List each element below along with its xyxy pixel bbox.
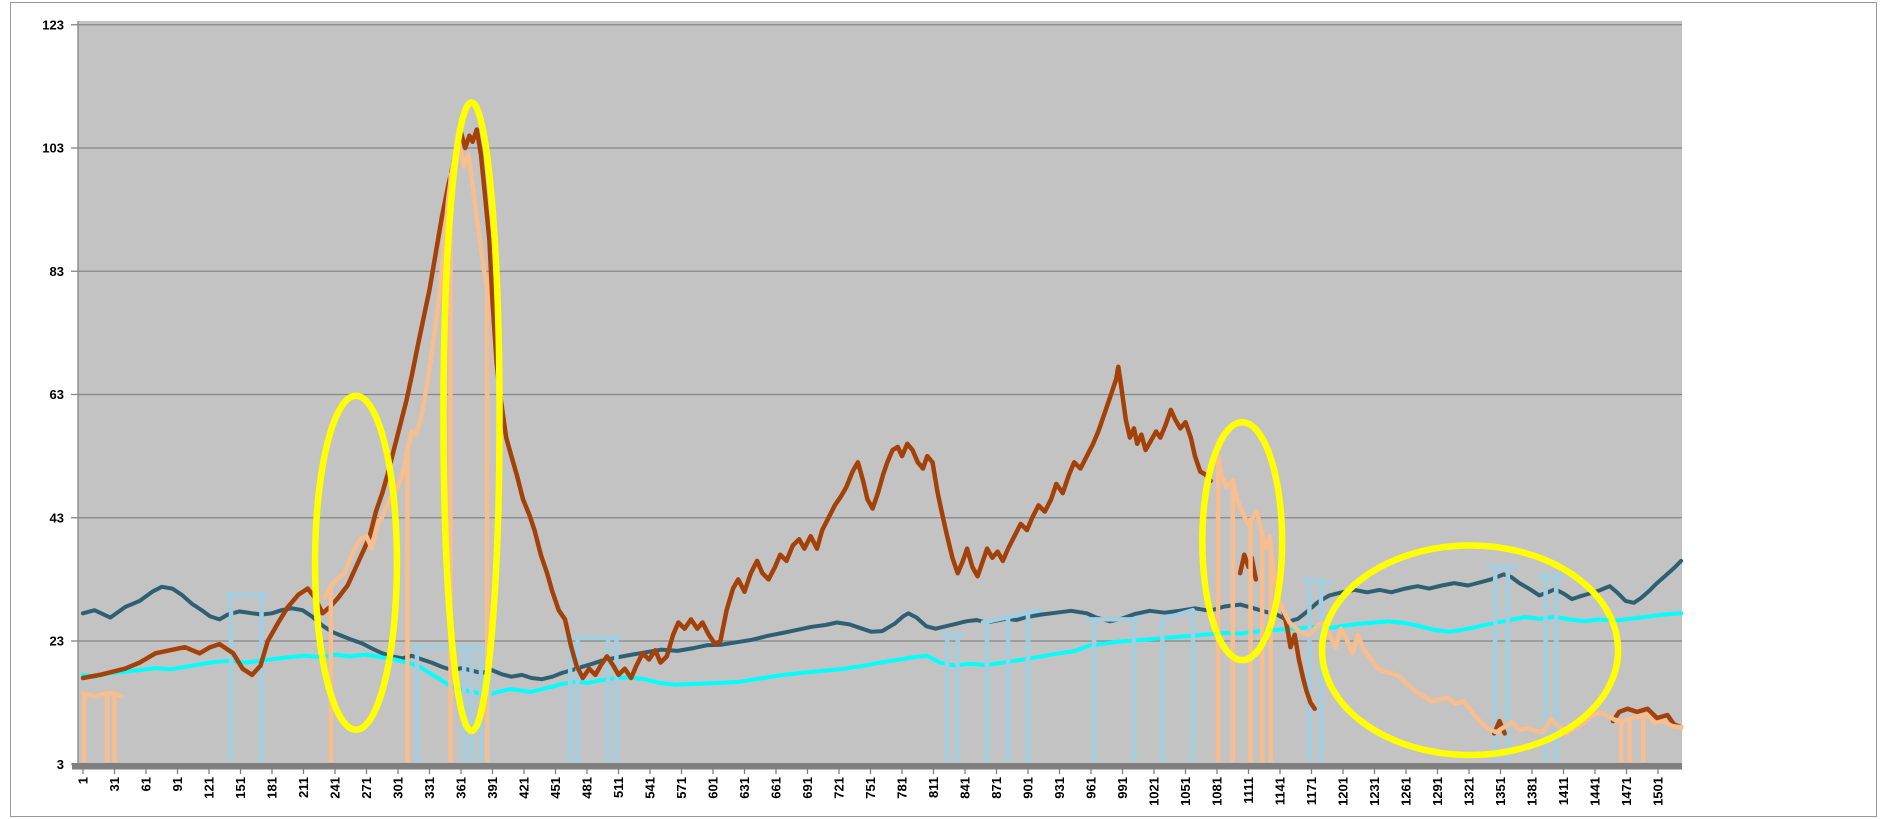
x-tick-label-121: 121 — [202, 777, 217, 799]
x-tick-label-271: 271 — [359, 777, 374, 799]
x-tick-label-1441: 1441 — [1588, 777, 1603, 806]
x-tick-label-1231: 1231 — [1367, 777, 1382, 806]
x-tick-label-871: 871 — [989, 777, 1004, 799]
x-tick-label-331: 331 — [422, 777, 437, 799]
x-tick-label-1111: 1111 — [1241, 777, 1256, 804]
x-tick-label-1351: 1351 — [1493, 777, 1508, 806]
x-tick-label-1291: 1291 — [1430, 777, 1445, 806]
annotation-ellipse-4 — [1318, 542, 1622, 759]
x-tick-label-1081: 1081 — [1210, 777, 1225, 806]
x-tick-label-451: 451 — [548, 777, 563, 799]
x-tick-label-691: 691 — [800, 777, 815, 799]
x-tick-label-781: 781 — [895, 777, 910, 799]
x-tick-label-961: 961 — [1084, 777, 1099, 799]
x-tick-label-181: 181 — [265, 777, 280, 799]
series-brown-line-2 — [1280, 607, 1317, 712]
x-tick-label-1501: 1501 — [1651, 777, 1666, 806]
x-tick-label-901: 901 — [1021, 777, 1036, 799]
x-tick-label-991: 991 — [1115, 777, 1130, 799]
series-peach-line-2 — [1210, 453, 1684, 736]
series-dark-teal-line-0 — [81, 558, 1684, 682]
x-tick-label-1471: 1471 — [1619, 777, 1634, 806]
x-tick-label-571: 571 — [674, 777, 689, 799]
x-tick-label-1261: 1261 — [1399, 777, 1414, 806]
x-tick-label-601: 601 — [706, 777, 721, 799]
y-tick-label-103: 103 — [42, 141, 64, 156]
y-tick-label-3: 3 — [57, 757, 64, 772]
x-tick-label-391: 391 — [485, 777, 500, 799]
x-tick-label-661: 661 — [769, 777, 784, 799]
x-tick-label-751: 751 — [863, 777, 878, 799]
x-tick-label-541: 541 — [643, 777, 658, 799]
plot-area — [78, 21, 1682, 766]
x-tick-label-1: 1 — [76, 777, 91, 784]
x-tick-label-931: 931 — [1052, 777, 1067, 799]
x-tick-label-91: 91 — [170, 777, 185, 791]
annotation-ellipse-3 — [1199, 418, 1286, 664]
series-light-blue-line-7 — [1302, 577, 1332, 585]
series-light-blue-line-6 — [1160, 607, 1196, 622]
y-tick-label-43: 43 — [50, 510, 64, 525]
x-tick-label-1051: 1051 — [1178, 777, 1193, 806]
x-tick-label-1201: 1201 — [1336, 777, 1351, 806]
x-tick-label-481: 481 — [580, 777, 595, 799]
x-tick-label-421: 421 — [517, 777, 532, 799]
series-brown-line-4 — [1610, 706, 1684, 730]
x-tick-label-811: 811 — [926, 777, 941, 798]
x-tick-label-631: 631 — [737, 777, 752, 799]
x-tick-label-1171: 1171 — [1304, 777, 1319, 805]
series-cyan-line-0 — [81, 611, 1684, 696]
x-tick-label-511: 511 — [611, 777, 626, 798]
x-tick-label-151: 151 — [233, 777, 248, 799]
x-tick-label-211: 211 — [296, 777, 311, 798]
x-axis-line — [72, 763, 1682, 770]
x-tick-label-721: 721 — [832, 777, 847, 799]
x-tick-label-241: 241 — [328, 777, 343, 799]
y-tick-label-123: 123 — [42, 17, 64, 32]
annotation-ellipse-2 — [440, 99, 503, 735]
x-tick-label-1021: 1021 — [1147, 777, 1162, 806]
x-tick-label-1411: 1411 — [1556, 777, 1571, 805]
annotation-ellipse-1 — [311, 392, 401, 733]
x-tick-label-1381: 1381 — [1525, 777, 1540, 806]
x-tick-label-1141: 1141 — [1273, 777, 1288, 805]
y-tick-label-23: 23 — [50, 634, 64, 649]
series-light-blue-line-4 — [980, 607, 1042, 625]
x-tick-label-361: 361 — [454, 777, 469, 799]
x-tick-label-61: 61 — [139, 777, 154, 791]
y-tick-label-83: 83 — [50, 264, 64, 279]
series-peach-line-1 — [322, 145, 490, 601]
x-tick-label-301: 301 — [391, 777, 406, 799]
y-tick-label-63: 63 — [50, 387, 64, 402]
series-peach-line-0 — [80, 691, 125, 699]
x-tick-label-841: 841 — [958, 777, 973, 799]
x-tick-label-31: 31 — [107, 777, 122, 791]
x-tick-label-1321: 1321 — [1462, 777, 1477, 806]
